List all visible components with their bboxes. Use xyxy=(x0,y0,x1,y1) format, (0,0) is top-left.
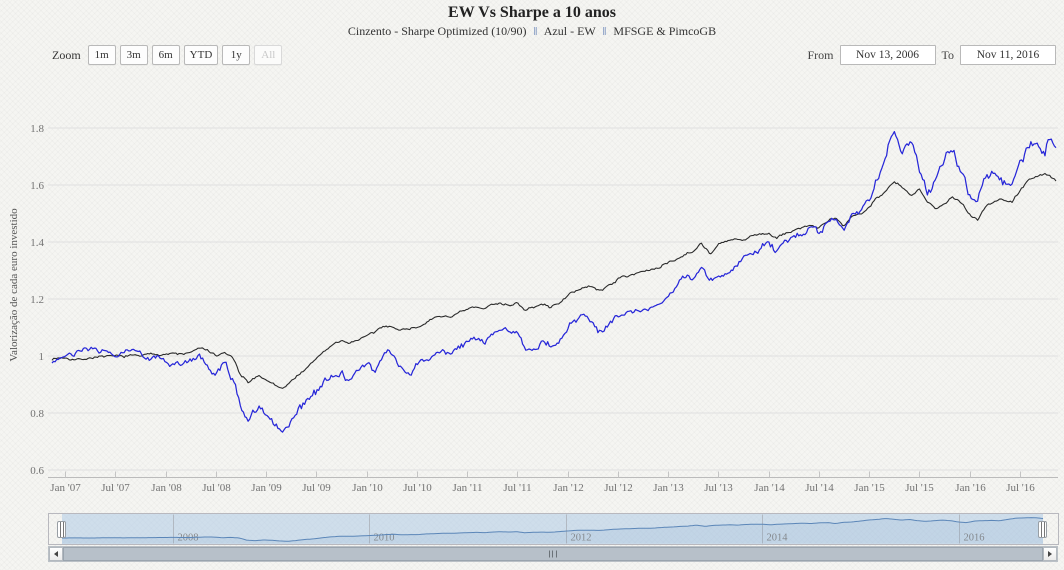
chart-subtitle: Cinzento - Sharpe Optimized (10/90) ‖ Az… xyxy=(0,24,1064,39)
navigator-handle-right[interactable] xyxy=(1038,521,1047,538)
range-button-all[interactable]: All xyxy=(254,45,283,65)
x-tick-label: Jan '16 xyxy=(955,482,986,494)
x-tick-label: Jul '14 xyxy=(805,482,834,494)
x-tick-label: Jan '12 xyxy=(553,482,583,494)
zoom-label: Zoom xyxy=(52,47,81,62)
navigator-line xyxy=(62,517,1044,542)
range-button-6m[interactable]: 6m xyxy=(151,45,180,65)
x-tick-label: Jul '13 xyxy=(704,482,733,494)
y-axis-title: Valorização de cada euro investido xyxy=(8,208,20,362)
series-line-ew xyxy=(51,130,1057,433)
arrow-left-icon xyxy=(54,551,58,557)
range-button-1y[interactable]: 1y xyxy=(222,45,251,65)
x-tick-label: Jan '08 xyxy=(151,482,182,494)
range-button-ytd[interactable]: YTD xyxy=(183,45,219,65)
x-tick-label: Jan '13 xyxy=(653,482,684,494)
subtitle-part-grey-series: Cinzento - Sharpe Optimized (10/90) xyxy=(347,24,527,38)
scrollbar-thumb[interactable] xyxy=(63,547,1043,561)
date-range-inputs: From To xyxy=(807,45,1056,65)
x-tick-label: Jul '11 xyxy=(503,482,531,494)
subtitle-separator: ‖ xyxy=(533,24,538,38)
subtitle-part-blue-series: Azul - EW xyxy=(543,24,596,38)
subtitle-part-funds: MFSGE & PimcoGB xyxy=(613,24,717,38)
x-tick-label: Jan '07 xyxy=(50,482,81,494)
x-tick-label: Jul '07 xyxy=(101,482,130,494)
x-tick-label: Jul '08 xyxy=(202,482,231,494)
navigator-area xyxy=(62,517,1043,544)
navigator-frame xyxy=(48,513,1059,545)
x-tick-label: Jul '15 xyxy=(905,482,934,494)
x-tick-label: Jul '09 xyxy=(302,482,331,494)
navigator-year-label: 2010 xyxy=(374,533,395,544)
to-label: To xyxy=(941,47,955,62)
y-tick-label: 1 xyxy=(39,351,45,363)
scrollbar-grip-icon xyxy=(549,550,557,558)
chart-title: EW Vs Sharpe a 10 anos xyxy=(448,4,616,21)
from-label: From xyxy=(807,47,834,62)
scrollbar-right-button[interactable] xyxy=(1043,547,1057,561)
navigator-scrollbar[interactable] xyxy=(48,546,1058,562)
y-tick-label: 1.2 xyxy=(30,294,44,306)
y-tick-label: 1.6 xyxy=(30,180,44,192)
x-tick-label: Jan '15 xyxy=(854,482,885,494)
y-tick-label: 0.8 xyxy=(30,408,44,420)
x-tick-label: Jan '11 xyxy=(453,482,483,494)
series-line-sharpe xyxy=(51,172,1057,389)
arrow-right-icon xyxy=(1048,551,1052,557)
navigator-year-label: 2012 xyxy=(571,533,592,544)
navigator-handle-left[interactable] xyxy=(57,521,66,538)
y-tick-label: 1.4 xyxy=(30,237,44,249)
to-date-input[interactable] xyxy=(960,45,1056,65)
x-tick-label: Jul '16 xyxy=(1006,482,1035,494)
y-tick-label: 1.8 xyxy=(30,123,44,135)
navigator-year-label: 2014 xyxy=(767,533,789,544)
range-button-1m[interactable]: 1m xyxy=(87,45,116,65)
y-tick-label: 0.6 xyxy=(30,465,44,477)
subtitle-separator: ‖ xyxy=(602,24,607,38)
x-tick-label: Jul '12 xyxy=(604,482,633,494)
navigator-year-label: 2016 xyxy=(964,533,985,544)
range-button-3m[interactable]: 3m xyxy=(119,45,148,65)
range-selector: Zoom 1m 3m 6m YTD 1y All xyxy=(52,45,283,65)
from-date-input[interactable] xyxy=(839,45,936,65)
x-tick-label: Jan '10 xyxy=(352,482,383,494)
x-tick-label: Jan '14 xyxy=(754,482,785,494)
scrollbar-left-button[interactable] xyxy=(49,547,63,561)
x-tick-label: Jul '10 xyxy=(403,482,432,494)
x-tick-label: Jan '09 xyxy=(251,482,282,494)
